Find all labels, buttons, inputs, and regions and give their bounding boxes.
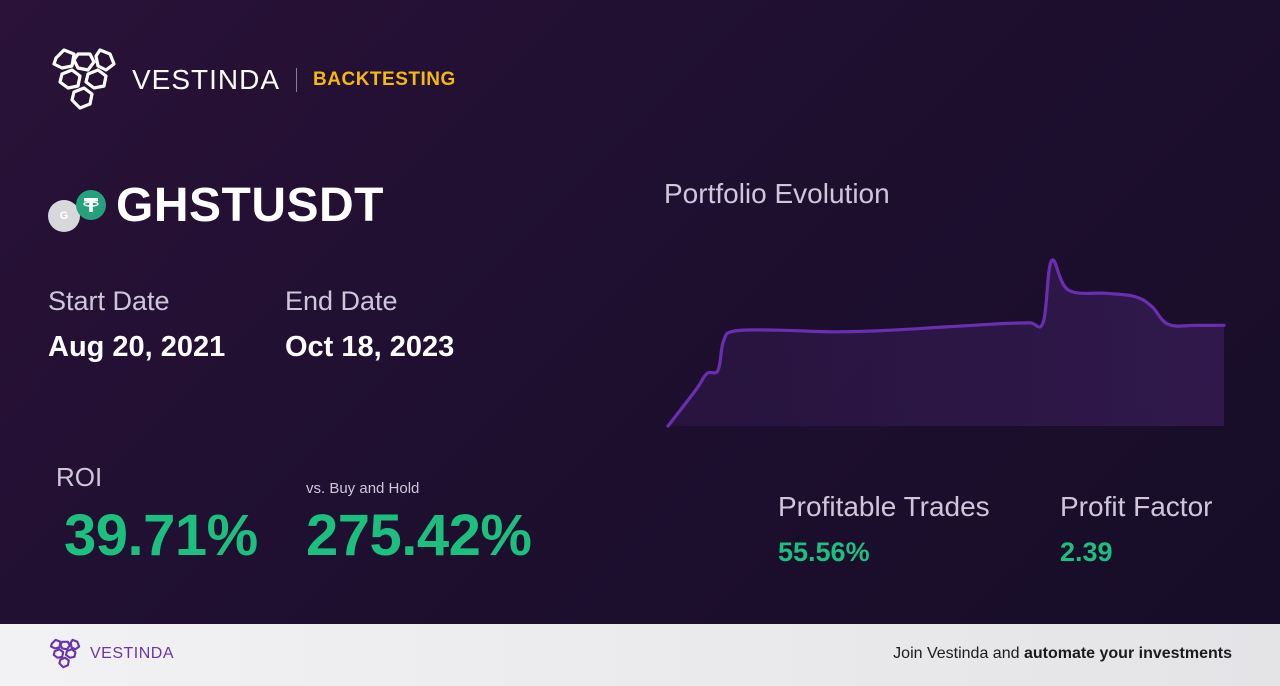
buy-hold-value: 275.42% bbox=[306, 503, 532, 568]
end-date-label: End Date bbox=[285, 286, 398, 316]
backtest-card: VESTINDA BACKTESTING G GHSTUSDT Start Da… bbox=[0, 0, 1280, 624]
portfolio-area bbox=[668, 259, 1224, 426]
brand-tagline: BACKTESTING bbox=[313, 69, 456, 90]
footer-cta-bold: automate your investments bbox=[1023, 645, 1232, 662]
pair-icons: G bbox=[48, 190, 108, 234]
trading-pair: GHSTUSDT bbox=[116, 179, 384, 232]
chart-title: Portfolio Evolution bbox=[664, 178, 890, 209]
ghst-coin-letter: G bbox=[59, 210, 69, 222]
start-date-label: Start Date bbox=[48, 286, 170, 316]
ghst-coin-icon: G bbox=[48, 200, 80, 232]
profitable-trades-label: Profitable Trades bbox=[778, 491, 990, 522]
roi-value: 39.71% bbox=[64, 503, 258, 568]
profit-factor-value: 2.39 bbox=[1060, 537, 1113, 567]
portfolio-line bbox=[666, 258, 1226, 428]
buy-hold-label: vs. Buy and Hold bbox=[306, 480, 420, 497]
vestinda-logo-icon bbox=[52, 48, 116, 110]
tether-icon bbox=[76, 190, 106, 220]
brand-divider bbox=[296, 68, 298, 92]
footer-cta[interactable]: Join Vestinda and automate your investme… bbox=[893, 645, 1232, 663]
header-brand: VESTINDA BACKTESTING bbox=[48, 46, 456, 114]
vestinda-footer-logo-icon bbox=[49, 638, 81, 669]
footer-cta-prefix: Join Vestinda and bbox=[893, 645, 1024, 662]
brand-name: VESTINDA bbox=[132, 64, 281, 95]
profit-factor-label: Profit Factor bbox=[1060, 491, 1213, 522]
portfolio-chart bbox=[666, 258, 1226, 428]
end-date-value: Oct 18, 2023 bbox=[285, 331, 455, 363]
start-date-value: Aug 20, 2021 bbox=[48, 331, 226, 363]
roi-label: ROI bbox=[56, 462, 103, 492]
footer-bar: VESTINDA Join Vestinda and automate your… bbox=[0, 624, 1280, 686]
profitable-trades-value: 55.56% bbox=[778, 537, 870, 567]
footer-brand-link[interactable]: VESTINDA bbox=[90, 645, 175, 662]
